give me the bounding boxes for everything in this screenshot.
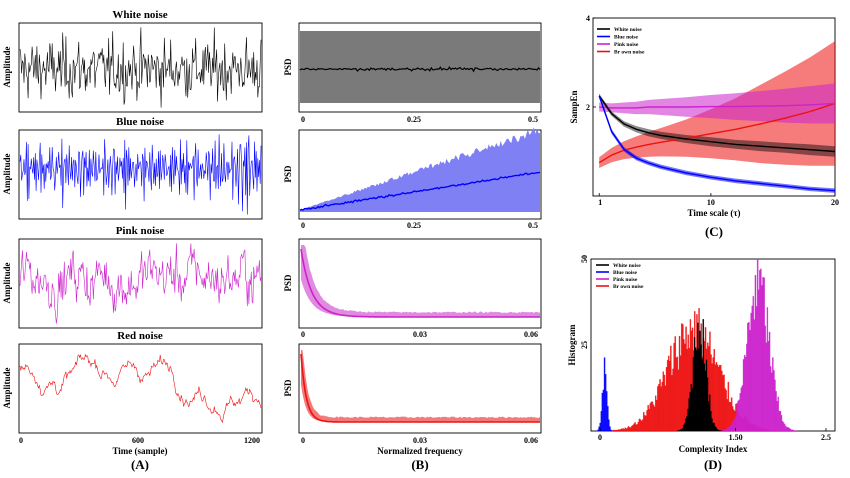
psd-pink-tick-2: 0.06 (524, 330, 538, 339)
sampen-band-2 (599, 83, 835, 124)
pink-noise-trace (19, 243, 262, 324)
histogram-plot: 0 1.50 2.5 25 50 (580, 255, 831, 442)
psd-pink-tick-1: 0.03 (413, 330, 427, 339)
psd-white-mean (299, 65, 541, 73)
sampen-xtick-label-2: 20 (831, 198, 839, 207)
psd-red-mean (300, 353, 540, 423)
histogram-ytick-label-1: 50 (580, 255, 589, 263)
psd-white-curve (299, 31, 541, 103)
histogram-bars-1 (596, 357, 613, 431)
sampen-band-3 (599, 41, 835, 168)
psd-blue-tick-2: 0.5 (528, 221, 538, 230)
white-noise-axes (18, 22, 263, 113)
red-noise-title: Red noise (117, 330, 163, 342)
histogram-y-label: Histogram (567, 324, 577, 365)
psd-white-tick-2: 0.5 (528, 115, 538, 124)
sampen-xtick-label-0: 1 (598, 198, 602, 207)
psd-label-red: PSD (283, 379, 293, 397)
psd-blue-tick-0: 0 (301, 221, 305, 230)
amplitude-label-white: Amplitude (2, 46, 12, 87)
psd-blue-axes (298, 129, 542, 220)
red-noise-axes (18, 343, 263, 434)
sampen-plot: 1 10 20 2 4 (586, 14, 839, 207)
psd-blue-mean (299, 171, 541, 211)
histogram-x-label: Complexity Index (679, 444, 748, 454)
histogram-xtick-label-2: 2.5 (821, 433, 831, 442)
blue-noise-trace (19, 134, 262, 215)
psd-label-white: PSD (283, 58, 293, 76)
caption-d: (D) (704, 457, 722, 472)
psd-label-pink: PSD (283, 274, 293, 292)
white-noise-trace (19, 27, 262, 108)
red-noise-signal (19, 353, 262, 424)
sampen-line-2 (599, 102, 836, 109)
frequency-axis-label: Normalized frequency (377, 446, 463, 456)
time-axis-label: Time (sample) (112, 446, 167, 456)
psd-pink-curve (300, 245, 540, 318)
psd-label-blue: PSD (283, 165, 293, 183)
psd-pink-band (301, 245, 540, 317)
psd-white-axes (298, 22, 542, 113)
psd-pink-tick-0: 0 (301, 330, 305, 339)
caption-c: (C) (705, 224, 723, 239)
psd-pink-mean (300, 248, 540, 318)
blue-noise-signal (19, 134, 262, 215)
caption-b: (B) (411, 457, 428, 472)
histogram-legend-label-1: Blue noise (613, 270, 638, 276)
psd-red-tick-1: 0.03 (413, 436, 427, 445)
sampen-line-0 (598, 95, 836, 153)
sampen-xtick-label-1: 10 (707, 198, 715, 207)
histogram-xtick-label-1: 1.50 (729, 433, 743, 442)
white-noise-title: White noise (112, 9, 167, 21)
pink-noise-signal (19, 243, 262, 324)
histogram-legend-label-3: Br own noise (613, 284, 644, 290)
pink-noise-axes (18, 238, 263, 329)
white-noise-signal (19, 27, 262, 108)
sampen-legend-label-1: Blue noise (614, 35, 639, 41)
psd-blue-band (300, 127, 540, 212)
psd-white-tick-0: 0 (301, 115, 305, 124)
sampen-legend-label-2: Pink noise (614, 42, 639, 48)
caption-a: (A) (131, 457, 149, 472)
histogram-bars-0 (676, 319, 723, 431)
sampen-y-label: SampEn (569, 90, 579, 123)
psd-red-axes (298, 343, 542, 434)
histogram-legend-label-2: Pink noise (613, 277, 638, 283)
sampen-ytick-label-0: 2 (586, 103, 590, 112)
blue-noise-axes (18, 129, 263, 220)
sampen-line-1 (598, 95, 836, 192)
sampen-legend-label-0: White noise (614, 27, 642, 33)
sampen-line-3 (598, 102, 836, 164)
psd-blue-tick-1: 0.25 (407, 221, 421, 230)
psd-red-band (301, 350, 540, 422)
sampen-ytick-label-1: 4 (586, 14, 590, 23)
psd-white-band (300, 31, 540, 103)
psd-blue-curve (299, 127, 541, 212)
psd-white-tick-1: 0.25 (407, 115, 421, 124)
sampen-x-label: Time scale (τ) (688, 208, 741, 218)
amplitude-label-blue: Amplitude (2, 153, 12, 194)
time-tick-0: 0 (19, 436, 23, 445)
red-noise-trace (19, 353, 262, 424)
psd-red-curve (300, 350, 540, 423)
pink-noise-title: Pink noise (116, 225, 165, 237)
psd-red-tick-2: 0.06 (524, 436, 538, 445)
time-tick-1200: 1200 (244, 436, 260, 445)
psd-pink-axes (298, 238, 542, 329)
amplitude-label-red: Amplitude (2, 367, 12, 408)
sampen-band-1 (599, 93, 835, 193)
blue-noise-title: Blue noise (116, 116, 164, 128)
time-tick-600: 600 (132, 436, 144, 445)
psd-red-tick-0: 0 (301, 436, 305, 445)
histogram-legend-label-0: White noise (613, 263, 641, 269)
histogram-xtick-label-0: 0 (598, 433, 602, 442)
histogram-ytick-label-0: 25 (580, 341, 589, 349)
sampen-legend-label-3: Br own noise (614, 50, 645, 56)
amplitude-label-pink: Amplitude (2, 262, 12, 303)
